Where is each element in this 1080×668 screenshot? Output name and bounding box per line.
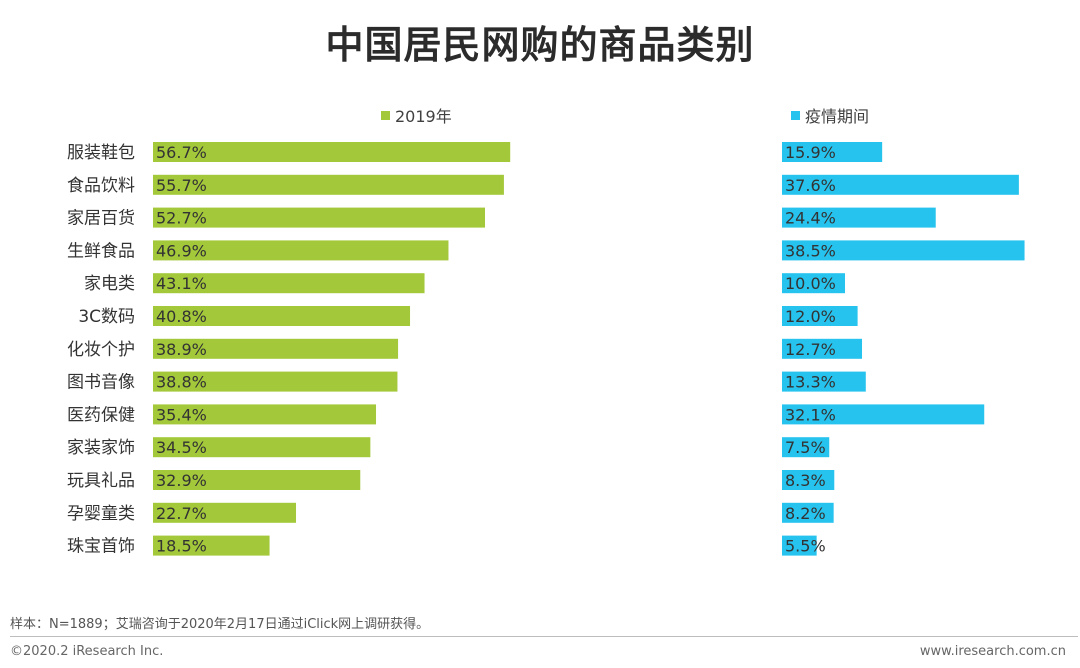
value-label-2019: 34.5% (156, 438, 207, 457)
category-label: 孕婴童类 (67, 504, 135, 524)
copyright: ©2020.2 iResearch Inc. (10, 644, 164, 659)
bar-epidemic (782, 207, 936, 228)
bar-epidemic (782, 371, 866, 392)
value-label-epidemic: 38.5% (785, 241, 836, 260)
category-label: 3C数码 (78, 307, 135, 327)
bar-2019 (153, 306, 411, 326)
sample-note: 样本：N=1889；艾瑞咨询于2020年2月17日通过iClick网上调研获得。 (10, 617, 430, 632)
value-label-epidemic: 8.2% (785, 504, 826, 523)
bar-epidemic (782, 404, 985, 425)
value-label-2019: 18.5% (156, 537, 207, 556)
value-label-2019: 46.9% (156, 241, 207, 260)
bar-2019 (153, 371, 398, 392)
category-label: 图书音像 (67, 373, 135, 393)
bar-2019 (153, 404, 377, 425)
legend-epidemic: 疫情期间 (791, 103, 869, 127)
bar-2019 (153, 207, 486, 228)
bar-2019 (153, 502, 297, 523)
bar-epidemic (782, 470, 835, 490)
bar-epidemic (782, 502, 834, 523)
bar-epidemic (782, 338, 863, 359)
category-label: 化妆个护 (67, 340, 135, 360)
bar-2019 (153, 437, 371, 458)
value-label-epidemic: 37.6% (785, 176, 836, 195)
bar-epidemic (782, 273, 845, 294)
bar-2019 (153, 338, 399, 359)
category-label: 家电类 (84, 274, 135, 294)
value-label-epidemic: 12.0% (785, 307, 836, 326)
value-label-2019: 38.9% (156, 340, 207, 359)
value-label-2019: 38.8% (156, 373, 207, 392)
value-label-2019: 55.7% (156, 176, 207, 195)
legend-label-epidemic: 疫情期间 (805, 107, 870, 126)
bar-2019 (153, 535, 270, 556)
bar-epidemic (782, 174, 1019, 195)
category-label: 生鲜食品 (67, 241, 135, 261)
value-label-epidemic: 13.3% (785, 373, 836, 392)
category-label: 家居百货 (67, 209, 135, 229)
bar-chart: 服装鞋包 56.7% 15.9% 食品饮料 55.7% 37.6% 家居百货 52.7% 24.… (67, 142, 1025, 557)
value-label-2019: 43.1% (156, 274, 207, 293)
footer-divider (10, 636, 1078, 637)
value-label-epidemic: 8.3% (785, 471, 826, 490)
value-label-epidemic: 5.5% (785, 537, 826, 556)
value-label-epidemic: 12.7% (785, 340, 836, 359)
value-label-epidemic: 10.0% (785, 274, 836, 293)
legend-swatch-epidemic (791, 110, 800, 120)
bar-2019 (153, 142, 511, 162)
bar-epidemic (782, 535, 817, 556)
category-label: 家装家饰 (67, 438, 135, 458)
value-label-2019: 56.7% (156, 143, 207, 162)
bar-2019 (153, 240, 449, 261)
category-label: 服装鞋包 (67, 143, 135, 163)
bar-epidemic (782, 306, 858, 326)
value-label-2019: 52.7% (156, 209, 207, 228)
bar-epidemic (782, 437, 830, 458)
value-label-2019: 40.8% (156, 307, 207, 326)
value-label-epidemic: 15.9% (785, 143, 836, 162)
bar-epidemic (782, 240, 1025, 261)
bar-2019 (153, 273, 425, 294)
legend-2019: 2019年 (381, 103, 452, 127)
website: www.iresearch.com.cn (919, 644, 1066, 659)
category-label: 玩具礼品 (67, 471, 135, 491)
value-label-epidemic: 24.4% (785, 209, 836, 228)
legend-swatch-2019 (381, 110, 390, 120)
value-label-2019: 32.9% (156, 471, 207, 490)
category-label: 食品饮料 (67, 176, 135, 196)
value-label-epidemic: 32.1% (785, 405, 836, 424)
legend-label-2019: 2019年 (395, 107, 452, 126)
value-label-2019: 35.4% (156, 405, 207, 424)
chart-title: 中国居民网购的商品类别 (325, 23, 755, 67)
category-label: 珠宝首饰 (67, 537, 135, 557)
value-label-epidemic: 7.5% (785, 438, 826, 457)
value-label-2019: 22.7% (156, 504, 207, 523)
category-label: 医药保健 (67, 405, 135, 425)
bar-epidemic (782, 142, 883, 162)
bar-2019 (153, 470, 361, 490)
bar-2019 (153, 174, 504, 195)
